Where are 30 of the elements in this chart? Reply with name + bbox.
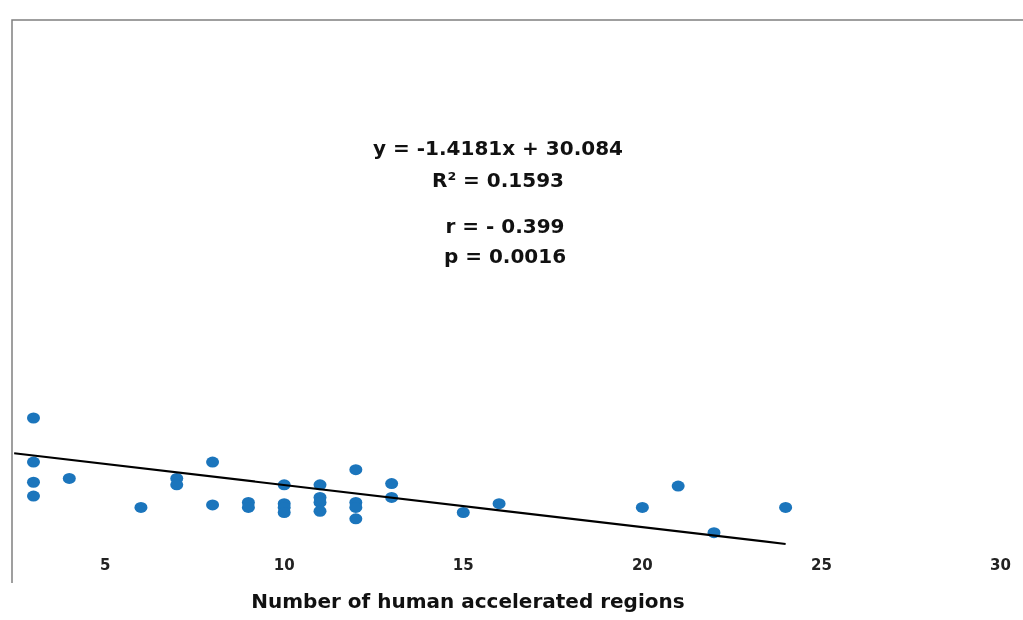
point <box>349 513 363 525</box>
text: R² = 0.1593 <box>431 168 565 192</box>
point <box>385 478 399 490</box>
text: r = - 0.399 <box>445 214 565 238</box>
x-tick-label: 5 <box>99 556 111 574</box>
point <box>635 501 649 513</box>
text: p = 0.0016 <box>443 244 567 268</box>
point <box>349 464 363 476</box>
point <box>26 456 40 468</box>
x-tick-label: 20 <box>631 556 653 574</box>
point <box>170 479 184 491</box>
point <box>277 507 291 518</box>
point <box>492 498 506 510</box>
x-tick-label: 30 <box>990 556 1011 574</box>
point <box>313 505 327 517</box>
point <box>206 456 220 468</box>
x-tick-label: 15 <box>452 556 474 574</box>
point <box>134 501 148 513</box>
point <box>671 480 685 492</box>
point <box>26 412 40 424</box>
text: y = -1.4181x + 30.084 <box>373 136 623 160</box>
point <box>206 499 220 511</box>
point <box>26 490 40 502</box>
x-tick-label: 10 <box>273 556 295 574</box>
x-tick-label: 25 <box>811 556 832 574</box>
point <box>456 507 470 518</box>
point <box>62 472 76 484</box>
point <box>26 476 40 488</box>
x-axis-title: Number of human accelerated regions <box>251 589 685 613</box>
point <box>779 501 793 513</box>
